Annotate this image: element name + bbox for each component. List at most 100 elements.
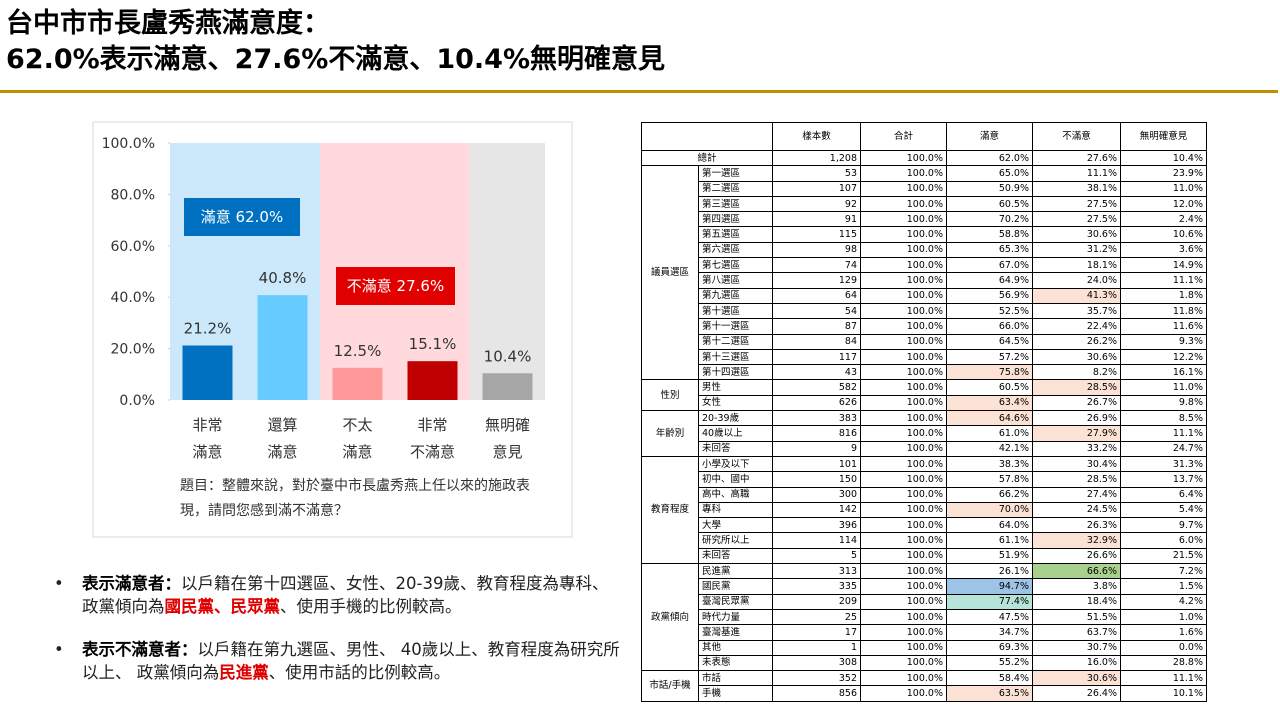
data-row: 國民黨 335 100.0% 94.7% 3.8% 1.5% <box>642 578 1207 595</box>
cell: 100.0% <box>860 379 947 396</box>
title-line: 62.0%表示滿意、27.6%不滿意、10.4%無明確意見 <box>6 44 666 75</box>
cell: 35.7% <box>1032 302 1121 320</box>
cell: 352 <box>772 670 861 687</box>
cell: 100.0% <box>860 241 947 259</box>
cell: 27.5% <box>1032 211 1121 228</box>
cell: 12.2% <box>1120 348 1207 366</box>
cell: 100.0% <box>860 226 947 243</box>
cell: 1.8% <box>1120 287 1207 304</box>
note-box: 題目：整體來說，對於臺中市長盧秀燕上任以來的施政表現，請問您感到滿不滿意？ <box>180 478 530 519</box>
row-label: 男性 <box>698 379 773 396</box>
column-header: 不滿意 <box>1032 122 1121 151</box>
row-label: 其他 <box>698 639 773 656</box>
cell: 100.0% <box>860 517 947 534</box>
cell: 69.3% <box>946 639 1033 656</box>
data-row: 第二選區 107 100.0% 50.9% 38.1% 11.0% <box>642 180 1207 197</box>
cell: 67.0% <box>946 257 1033 274</box>
cell: 64 <box>772 287 861 304</box>
cell: 21.5% <box>1120 547 1207 565</box>
data-row: 第五選區 115 100.0% 58.8% 30.6% 10.6% <box>642 226 1207 243</box>
bar <box>407 361 458 400</box>
row-label: 高中、高職 <box>698 486 773 503</box>
cell: 92 <box>772 195 861 213</box>
cell: 84 <box>772 333 861 350</box>
cell: 31.3% <box>1120 455 1207 473</box>
bullet-text: 、使用手機的比例較高。 <box>280 597 462 616</box>
cell: 26.3% <box>1032 517 1121 534</box>
cell: 26.7% <box>1032 394 1121 412</box>
data-row: 女性 626 100.0% 63.4% 26.7% 9.8% <box>642 394 1207 412</box>
cell: 11.8% <box>1120 302 1207 320</box>
cell: 150 <box>772 471 861 488</box>
annotation-box <box>184 198 300 236</box>
cell: 100.0% <box>860 608 947 626</box>
cell: 142 <box>772 501 861 519</box>
cell: 77.4% <box>946 593 1033 610</box>
cell: 23.9% <box>1120 165 1207 182</box>
data-row: 政黨傾向 民進黨 313 100.0% 26.1% 66.6% 7.2% <box>641 563 1207 672</box>
cell: 3.8% <box>1032 578 1121 595</box>
bullet-lead: 表示不滿意者： <box>82 640 198 659</box>
cell: 62.0% <box>946 149 1033 167</box>
header-row: 樣本數 合計 滿意 不滿意 無明確意見 <box>641 122 1207 151</box>
cell: 30.6% <box>1032 226 1121 243</box>
row-label: 40歲以上 <box>698 425 773 442</box>
group-label: 教育程度 <box>641 455 699 565</box>
cell: 100.0% <box>860 563 947 580</box>
row-label: 第五選區 <box>698 226 773 243</box>
cell: 51.5% <box>1032 608 1121 626</box>
y-tick-label: 60.0% <box>111 239 155 255</box>
row-label: 初中、國中 <box>698 471 773 488</box>
annotation: 滿意 62.0% <box>201 208 283 226</box>
row-label: 民進黨 <box>698 563 773 580</box>
cell: 53 <box>772 165 861 182</box>
cell: 4.2% <box>1120 593 1207 610</box>
cell: 100.0% <box>860 180 947 197</box>
cell: 11.6% <box>1120 318 1207 335</box>
row-label: 第十三選區 <box>698 348 773 366</box>
cell: 27.4% <box>1032 486 1121 503</box>
row-label: 第十一選區 <box>698 318 773 335</box>
cell: 61.1% <box>946 532 1033 549</box>
cell: 47.5% <box>946 608 1033 626</box>
cell: 17 <box>772 624 861 641</box>
cell: 11.1% <box>1120 272 1207 289</box>
cell: 100.0% <box>860 272 947 289</box>
cell: 100.0% <box>860 333 947 350</box>
cell: 856 <box>772 685 861 702</box>
bar <box>257 295 308 400</box>
value-label: 15.1% <box>409 335 457 353</box>
cell: 107 <box>772 180 861 197</box>
cell: 1 <box>772 639 861 656</box>
cell: 115 <box>772 226 861 243</box>
x-tick-label: 滿意 <box>192 443 222 461</box>
cell: 9 <box>772 440 861 457</box>
data-row: 初中、國中 150 100.0% 57.8% 28.5% 13.7% <box>642 471 1207 488</box>
cell: 75.8% <box>946 364 1033 381</box>
cell: 60.5% <box>946 195 1033 213</box>
cell: 98 <box>772 241 861 259</box>
row-label: 手機 <box>698 685 773 702</box>
row-label: 未回答 <box>698 547 773 565</box>
y-tick-label: 20.0% <box>111 342 155 358</box>
cell: 100.0% <box>860 302 947 320</box>
x-tick-label: 意見 <box>492 443 522 461</box>
cell: 14.9% <box>1120 257 1207 274</box>
cell: 26.2% <box>1032 333 1121 350</box>
cell: 100.0% <box>860 455 947 473</box>
row-label: 總計 <box>641 149 773 167</box>
cell: 308 <box>772 654 861 672</box>
cell: 55.2% <box>946 654 1033 672</box>
row-label: 第九選區 <box>698 287 773 304</box>
data-row: 其他 1 100.0% 69.3% 30.7% 0.0% <box>642 639 1207 656</box>
cell: 13.7% <box>1120 471 1207 488</box>
cell: 60.5% <box>946 379 1033 396</box>
bullet: 表示不滿意者：以戶籍在第九選區、男性、 40歲以上、教育程度為研究所以上、 政黨… <box>52 638 622 684</box>
cell: 100.0% <box>860 471 947 488</box>
data-row: 年齡別 20-39歲 383 100.0% 64.6% 26.9% 8.5% <box>641 410 1207 457</box>
emphasis: 民進黨 <box>219 663 269 682</box>
cell: 100.0% <box>860 578 947 595</box>
cell: 66.6% <box>1032 563 1121 580</box>
cell: 100.0% <box>860 410 947 427</box>
cell: 100.0% <box>860 165 947 182</box>
